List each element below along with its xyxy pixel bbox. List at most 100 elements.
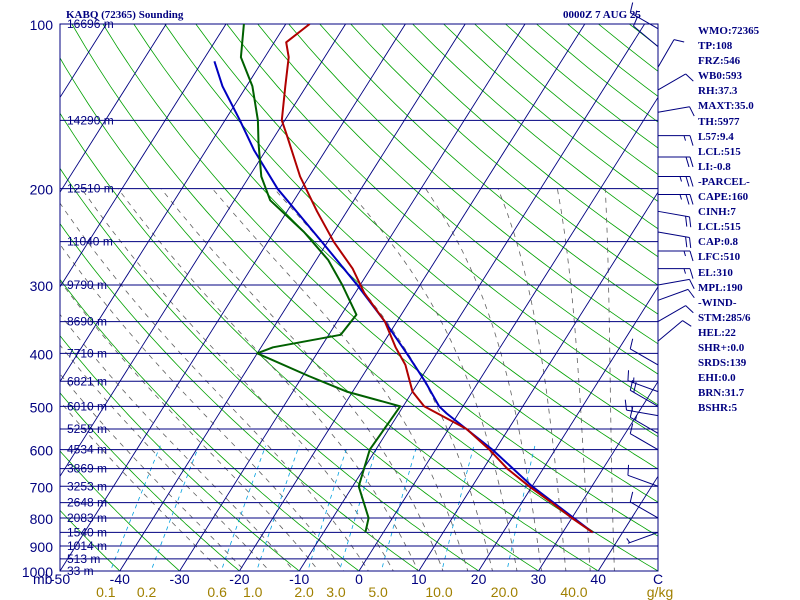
- mixing-ratio-line: [109, 445, 161, 571]
- wind-barb: [629, 406, 659, 434]
- dry-adiabat: [60, 335, 300, 571]
- dry-adiabat: [319, 24, 658, 315]
- height-label: 6010 m: [67, 399, 107, 413]
- moist-adiabat: [81, 188, 394, 571]
- mixing-ratio-label: 0.6: [207, 584, 227, 600]
- temperature-tick-label: -30: [169, 571, 189, 587]
- index-line: LCL:515: [698, 145, 741, 158]
- height-label: 8690 m: [67, 315, 107, 329]
- temperature-unit-label: C: [653, 571, 663, 587]
- wind-barb: [658, 268, 694, 279]
- index-line: -WIND-: [698, 296, 737, 309]
- wind-barb: [629, 2, 659, 30]
- mixing-ratio-line: [256, 445, 300, 571]
- wind-barb: [627, 464, 659, 487]
- moist-adiabat: [160, 188, 444, 571]
- dry-adiabat: [226, 24, 658, 406]
- pressure-tick-label: 1000: [22, 564, 53, 580]
- height-label: 4534 m: [67, 443, 107, 457]
- isotherm: [238, 24, 586, 571]
- wind-barb: [657, 231, 692, 248]
- height-label: 5255 m: [67, 422, 107, 436]
- height-label: 1014 m: [67, 539, 107, 553]
- temperature-tick-label: -40: [110, 571, 130, 587]
- height-label: 6821 m: [67, 374, 107, 388]
- dry-adiabat: [288, 24, 658, 345]
- wind-barb: [657, 210, 692, 228]
- mixing-ratio-line: [506, 445, 536, 571]
- isotherm: [597, 475, 658, 571]
- moist-adiabat: [273, 188, 493, 571]
- dry-adiabat: [381, 24, 658, 258]
- dry-adiabat: [60, 112, 540, 571]
- wind-barb: [657, 39, 685, 68]
- moist-adiabat: [60, 280, 320, 571]
- isotherm: [60, 24, 346, 478]
- pressure-tick-label: 600: [30, 443, 54, 459]
- index-line: TH:5977: [698, 115, 740, 128]
- isotherm: [179, 24, 526, 571]
- mixing-ratio-label: 0.2: [137, 584, 157, 600]
- dry-adiabat: [60, 450, 181, 571]
- isotherm: [298, 24, 645, 571]
- mixing-ratio-line: [307, 445, 348, 571]
- isotherm: [0, 24, 47, 583]
- index-line: LFC:510: [698, 251, 741, 264]
- pressure-unit-label: mb: [33, 571, 53, 587]
- wind-barb: [657, 320, 692, 342]
- wind-barb: [657, 106, 695, 117]
- mixing-ratio-line: [338, 445, 378, 571]
- height-label: 3869 m: [67, 462, 107, 476]
- index-line: CAPE:160: [698, 191, 749, 204]
- mixing-ratio-label: 40.0: [560, 584, 587, 600]
- pressure-tick-label: 300: [30, 278, 54, 294]
- pressure-tick-label: 500: [30, 399, 54, 415]
- parcel-trace: [213, 60, 594, 534]
- dry-adiabat: [102, 24, 658, 537]
- wind-barb: [658, 194, 694, 205]
- index-line: STM:285/6: [698, 311, 751, 324]
- height-label: 33 m: [67, 564, 94, 578]
- mixing-ratio-unit-label: g/kg: [647, 584, 673, 600]
- wind-barb: [658, 135, 694, 146]
- mixing-ratio-label: 2.0: [294, 584, 314, 600]
- mixing-ratio-label: 3.0: [326, 584, 346, 600]
- wind-barb: [633, 16, 659, 48]
- index-line: MPL:190: [698, 281, 743, 294]
- isotherm: [119, 24, 466, 571]
- moist-adiabats: [60, 188, 615, 571]
- moist-adiabat: [60, 373, 246, 571]
- dry-adiabat: [71, 24, 658, 571]
- moist-adiabat: [117, 188, 419, 571]
- dry-adiabat: [350, 24, 658, 286]
- temperature-tick-label: -10: [289, 571, 309, 587]
- mixing-ratio-label: 5.0: [368, 584, 388, 600]
- pressure-tick-label: 400: [30, 346, 54, 362]
- wind-barb: [657, 278, 695, 289]
- moist-adiabat: [346, 188, 518, 571]
- isotherm: [60, 24, 287, 383]
- mixing-ratio-line: [380, 445, 418, 571]
- moist-adiabat: [604, 188, 615, 571]
- pressure-tick-label: 900: [30, 539, 54, 555]
- isotherm: [358, 96, 658, 571]
- index-line: SRDS:139: [698, 357, 747, 370]
- dry-adiabat: [60, 392, 241, 571]
- index-line: RH:37.3: [698, 85, 738, 98]
- station-title: KABQ (72365) Sounding: [66, 9, 184, 21]
- isotherm: [60, 24, 167, 194]
- wind-barb: [658, 175, 694, 187]
- temperature-tick-label: 20: [471, 571, 487, 587]
- height-label: 3253 m: [67, 479, 107, 493]
- index-line: EL:310: [698, 266, 733, 279]
- moist-adiabat: [60, 202, 369, 571]
- height-label: 12510 m: [67, 182, 114, 196]
- index-line: BRN:31.7: [698, 387, 745, 400]
- moist-adiabat: [212, 188, 469, 571]
- wind-barb: [626, 531, 659, 544]
- dry-adiabats: [60, 24, 658, 571]
- index-line: FRZ:546: [698, 55, 741, 68]
- pressure-tick-label: 200: [30, 182, 54, 198]
- height-label: 1540 m: [67, 525, 107, 539]
